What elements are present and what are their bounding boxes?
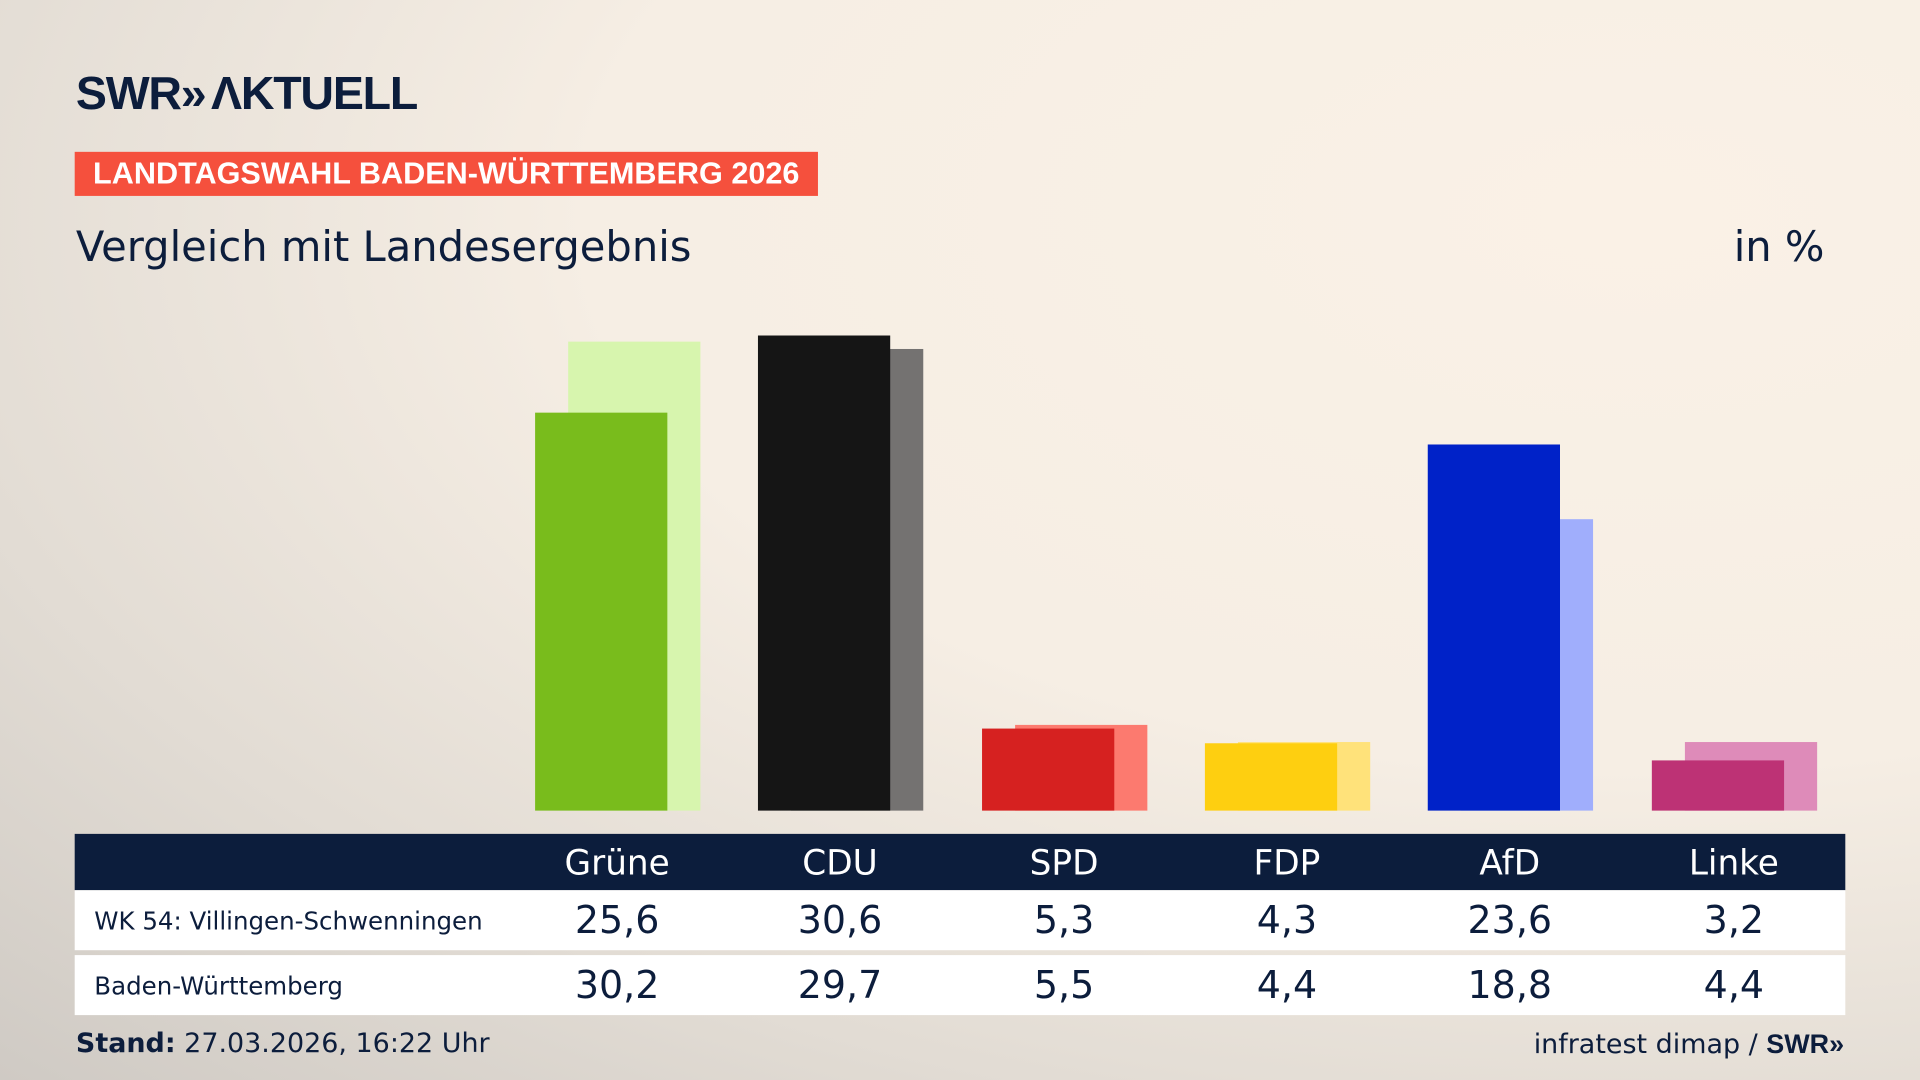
- value-cell: 4,3: [1256, 898, 1318, 943]
- source-text: infratest dimap /: [1533, 1029, 1767, 1061]
- swr-aktuell-logo: SWR» ΛKTUELL: [75, 68, 418, 121]
- election-tag: LANDTAGSWAHL BADEN-WÜRTTEMBERG 2026: [74, 151, 818, 196]
- value-cell: 30,2: [574, 963, 660, 1008]
- bar-district-grüne: [535, 413, 668, 811]
- table-header: Grüne CDU SPD FDP AfD Linke: [74, 833, 1846, 891]
- source: infratest dimap / SWR»: [1534, 1029, 1844, 1061]
- value-cell: 25,6: [574, 898, 660, 943]
- bar-district-spd: [982, 728, 1115, 811]
- bar-district-afd: [1427, 444, 1561, 811]
- bar-district-cdu: [757, 335, 891, 811]
- party-header: SPD: [1029, 842, 1099, 883]
- value-cell: 3,2: [1703, 898, 1765, 943]
- row-label: Baden-Württemberg: [94, 971, 343, 1001]
- value-cell: 29,7: [797, 963, 883, 1008]
- party-header: CDU: [802, 842, 878, 883]
- value-cell: 5,3: [1033, 898, 1095, 943]
- value-cell: 23,6: [1467, 898, 1553, 943]
- value-cell: 5,5: [1033, 963, 1095, 1008]
- chart-subtitle: Vergleich mit Landesergebnis: [75, 222, 692, 272]
- timestamp: Stand: 27.03.2026, 16:22 Uhr: [76, 1029, 490, 1060]
- value-cell: 18,8: [1467, 963, 1553, 1008]
- party-header: FDP: [1253, 842, 1321, 883]
- swr-logo: SWR»: [1766, 1028, 1845, 1060]
- party-header: Grüne: [564, 842, 670, 883]
- value-cell: 30,6: [797, 898, 883, 943]
- value-cell: 4,4: [1256, 963, 1318, 1008]
- party-header: Linke: [1688, 842, 1779, 883]
- party-header: AfD: [1479, 842, 1541, 883]
- stand-value: 27.03.2026, 16:22 Uhr: [175, 1028, 490, 1060]
- unit-label: in %: [1733, 222, 1825, 272]
- bar-district-fdp: [1204, 743, 1338, 811]
- stand-label: Stand:: [75, 1028, 176, 1060]
- table-row-state: Baden-Württemberg 30,2 29,7 5,5 4,4 18,8 4,4: [74, 955, 1846, 1016]
- bar-district-linke: [1651, 760, 1785, 811]
- table-row-district: WK 54: Villingen-Schwenningen 25,6 30,6 5,…: [74, 890, 1846, 951]
- value-cell: 4,4: [1703, 963, 1765, 1008]
- row-label: WK 54: Villingen-Schwenningen: [94, 906, 483, 936]
